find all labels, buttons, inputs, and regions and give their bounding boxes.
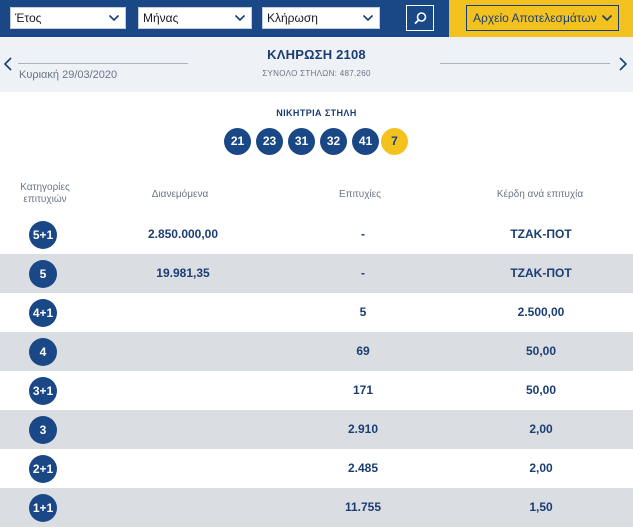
category-badge: 2+1 [29,455,57,483]
winners-count: 69 [356,344,370,358]
winning-number-ball: 41 [352,128,379,155]
winners-count: 2.910 [347,422,379,436]
year-select[interactable]: Έτος [10,7,126,29]
distributed-amount [120,449,246,488]
distributed-amount [120,371,246,410]
draw-select-label: Κλήρωση [267,11,318,25]
category-badge: 5+1 [29,221,57,249]
winners-count: 2.485 [347,461,379,475]
chevron-down-icon [108,14,120,22]
archive-dropdown[interactable]: Αρχείο Αποτελεσμάτων [466,5,619,31]
distributed-amount: 2.850.000,00 [147,227,219,241]
archive-dropdown-label: Αρχείο Αποτελεσμάτων [473,11,597,25]
distributed-amount [120,488,246,527]
prize-per-winner: 50,00 [525,383,557,397]
category-badge: 3 [29,416,57,444]
prize-per-winner: 2,00 [529,461,553,475]
month-select-label: Μήνας [143,11,179,25]
winners-count: - [361,266,365,280]
winners-count: 171 [352,383,374,397]
chevron-down-icon [601,14,613,22]
search-button[interactable] [406,5,434,31]
prize-per-winner: 2.500,00 [517,305,565,319]
header-distributed: Διανεμόμενα [151,189,209,200]
table-row: 3+1 171 50,00 [0,371,633,410]
table-row: 2+1 2.485 2,00 [0,449,633,488]
distributed-amount: 19.981,35 [156,266,210,280]
total-columns: ΣΥΝΟΛΟ ΣΤΗΛΩΝ: 487.260 [262,69,371,78]
winning-number-ball: 21 [224,128,251,155]
category-badge: 1+1 [29,494,57,522]
next-draw-arrow-icon[interactable] [618,56,628,72]
prize-per-winner: 2,00 [529,422,553,436]
winning-number-ball: 23 [256,128,283,155]
draw-date: Κυριακή 29/03/2020 [19,69,118,81]
header-prize: Κέρδη ανά επιτυχία [496,189,584,200]
category-badge: 4+1 [29,299,57,327]
divider [440,63,610,64]
search-icon [414,12,427,25]
header-category: Κατηγορίες επιτυχιών [20,182,70,205]
table-row: 1+1 11.755 1,50 [0,488,633,527]
distributed-amount [120,332,246,371]
winners-count: 5 [359,305,367,319]
distributed-amount [120,293,246,332]
distributed-amount [120,410,246,449]
chevron-down-icon [234,14,246,22]
category-badge: 4 [29,338,57,366]
category-badge: 3+1 [29,377,57,405]
draw-select[interactable]: Κλήρωση [262,7,380,29]
prize-per-winner: 1,50 [529,500,553,514]
bonus-number-ball: 7 [381,128,408,155]
winners-count: 11.755 [344,500,382,514]
table-row: 5+1 2.850.000,00 - ΤΖΑΚ-ΠΟΤ [0,215,633,254]
filter-bar: Έτος Μήνας Κλήρωση Αρχείο Αποτελεσμάτων [0,0,633,37]
table-row: 5 19.981,35 - ΤΖΑΚ-ΠΟΤ [0,254,633,293]
draw-header: Κυριακή 29/03/2020 ΚΛΗΡΩΣΗ 2108 ΣΥΝΟΛΟ Σ… [0,37,633,92]
winning-column-title: ΝΙΚΗΤΡΙΑ ΣΤΗΛΗ [276,108,357,118]
prize-per-winner: ΤΖΑΚ-ΠΟΤ [510,227,572,241]
winning-number-ball: 32 [320,128,347,155]
year-select-label: Έτος [15,11,42,25]
category-badge: 5 [29,260,57,288]
month-select[interactable]: Μήνας [138,7,252,29]
table-row: 4+1 5 2.500,00 [0,293,633,332]
prize-per-winner: 50,00 [525,344,557,358]
table-row: 3 2.910 2,00 [0,410,633,449]
header-winners: Επιτυχίες [339,189,381,200]
table-row: 4 69 50,00 [0,332,633,371]
winning-number-ball: 31 [288,128,315,155]
winners-count: - [361,227,365,241]
chevron-down-icon [362,14,374,22]
prize-per-winner: ΤΖΑΚ-ΠΟΤ [510,266,572,280]
draw-title: ΚΛΗΡΩΣΗ 2108 [267,47,366,62]
divider [18,63,188,64]
previous-draw-arrow-icon[interactable] [3,56,13,72]
